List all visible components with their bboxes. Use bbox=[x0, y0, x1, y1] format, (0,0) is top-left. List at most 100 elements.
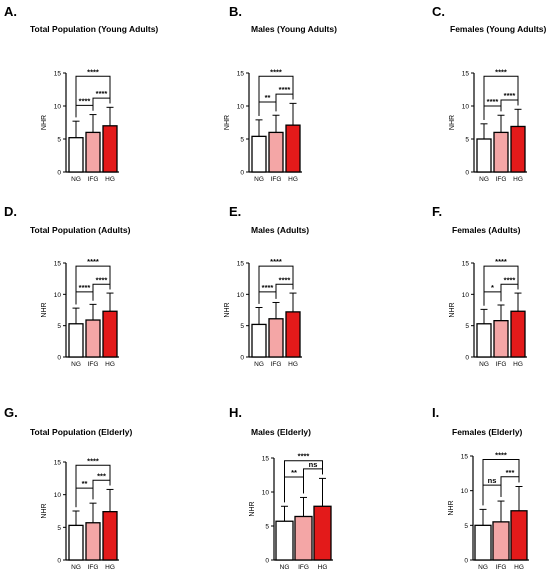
significance-bracket bbox=[92, 97, 111, 111]
y-tick-label: 15 bbox=[237, 261, 245, 268]
bar-ng bbox=[68, 137, 84, 173]
significance-bracket bbox=[75, 487, 94, 508]
y-tick-label: 15 bbox=[54, 261, 62, 268]
significance-label: **** bbox=[495, 450, 507, 459]
significance-bracket bbox=[275, 93, 294, 112]
significance-bracket bbox=[258, 265, 294, 304]
x-tick-label: IFG bbox=[88, 361, 99, 368]
significance-label: **** bbox=[495, 67, 507, 76]
significance-bracket bbox=[483, 291, 502, 306]
panel-h: H. Males (Elderly) 0 5 10 15 NHR NG IFG HG ** ns *… bbox=[183, 390, 366, 585]
y-tick-label: 0 bbox=[57, 558, 61, 565]
y-tick-label: 5 bbox=[265, 524, 269, 531]
x-tick-label: NG bbox=[254, 361, 264, 368]
significance-bracket bbox=[275, 283, 294, 299]
bar-ifg bbox=[493, 131, 509, 173]
significance-label: ns bbox=[309, 460, 318, 469]
x-tick-label: NG bbox=[71, 361, 81, 368]
bar-chart: 0 5 10 15 NHR NG IFG HG ** ns**** bbox=[249, 452, 333, 571]
y-tick-label: 0 bbox=[57, 355, 61, 362]
bar-ng bbox=[68, 524, 84, 561]
bar-ifg bbox=[85, 522, 101, 561]
significance-bracket bbox=[75, 104, 94, 118]
y-tick-label: 15 bbox=[237, 71, 245, 78]
panel-title: Males (Young Adults) bbox=[251, 24, 337, 34]
y-axis-label: NHR bbox=[449, 302, 456, 317]
significance-bracket bbox=[482, 458, 520, 506]
y-tick-label: 10 bbox=[461, 488, 469, 495]
y-tick-label: 5 bbox=[465, 137, 469, 144]
panel-title: Females (Adults) bbox=[452, 225, 521, 235]
y-tick-label: 10 bbox=[462, 104, 470, 111]
significance-label: **** bbox=[279, 275, 291, 284]
x-tick-label: NG bbox=[280, 564, 290, 571]
x-tick-label: IFG bbox=[496, 176, 507, 183]
panel-label: B. bbox=[229, 4, 242, 19]
significance-label: **** bbox=[270, 67, 282, 76]
bar-ng bbox=[68, 323, 84, 358]
y-tick-label: 10 bbox=[262, 490, 270, 497]
significance-label: **** bbox=[270, 257, 282, 266]
bar-ifg bbox=[268, 318, 284, 358]
significance-bracket bbox=[75, 75, 111, 118]
significance-label: * bbox=[491, 283, 494, 292]
panel-label: A. bbox=[4, 4, 17, 19]
panel-f: F. Females (Adults) 0 5 10 15 NHR NG IFG HG * ***… bbox=[366, 195, 549, 390]
y-axis-label: NHR bbox=[41, 503, 48, 518]
y-tick-label: 5 bbox=[57, 525, 61, 532]
panel-label: I. bbox=[432, 405, 440, 420]
panel-label: H. bbox=[229, 405, 242, 420]
significance-label: ** bbox=[265, 93, 271, 102]
bar-hg bbox=[102, 511, 118, 561]
significance-bracket bbox=[92, 283, 111, 301]
panel-i: I. Females (Elderly) 0 5 10 15 NHR NG IFG HG ns *… bbox=[366, 390, 549, 585]
x-tick-label: IFG bbox=[88, 176, 99, 183]
y-tick-label: 0 bbox=[57, 170, 61, 177]
panel-title: Males (Adults) bbox=[251, 225, 310, 235]
significance-label: **** bbox=[79, 96, 91, 105]
bar-ifg bbox=[493, 320, 509, 358]
panel-label: C. bbox=[432, 4, 445, 19]
significance-label: **** bbox=[262, 283, 274, 292]
significance-label: **** bbox=[79, 283, 91, 292]
bar-ng bbox=[251, 323, 267, 358]
y-tick-label: 15 bbox=[462, 71, 470, 78]
x-tick-label: HG bbox=[105, 564, 115, 571]
panel-e: E. Males (Adults) 0 5 10 15 NHR NG IFG HG **** **… bbox=[183, 195, 366, 390]
x-tick-label: HG bbox=[288, 176, 298, 183]
panel-title: Females (Young Adults) bbox=[450, 24, 547, 34]
y-tick-label: 15 bbox=[262, 456, 270, 463]
bar-ng bbox=[275, 520, 294, 561]
significance-label: **** bbox=[279, 85, 291, 94]
significance-label: **** bbox=[96, 275, 108, 284]
panel-label: G. bbox=[4, 405, 18, 420]
significance-bracket bbox=[258, 75, 294, 116]
y-axis-label: NHR bbox=[224, 302, 231, 317]
bar-ng bbox=[476, 323, 492, 358]
x-tick-label: IFG bbox=[298, 564, 309, 571]
significance-label: **** bbox=[487, 97, 499, 106]
y-tick-label: 0 bbox=[464, 558, 468, 565]
x-tick-label: HG bbox=[514, 564, 524, 571]
significance-label: **** bbox=[298, 452, 310, 461]
x-tick-label: HG bbox=[288, 361, 298, 368]
significance-bracket bbox=[284, 460, 323, 503]
y-tick-label: 5 bbox=[240, 137, 244, 144]
y-tick-label: 10 bbox=[237, 104, 245, 111]
x-tick-label: IFG bbox=[88, 564, 99, 571]
panel-title: Males (Elderly) bbox=[251, 427, 311, 437]
panel-title: Total Population (Adults) bbox=[30, 225, 131, 235]
panel-g: G. Total Population (Elderly) 0 5 10 15 NHR N… bbox=[0, 390, 183, 585]
x-tick-label: HG bbox=[105, 176, 115, 183]
significance-bracket bbox=[258, 291, 277, 304]
y-tick-label: 10 bbox=[237, 292, 245, 299]
bar-chart: 0 5 10 15 NHR NG IFG HG **** **** **** bbox=[41, 257, 119, 368]
x-tick-label: HG bbox=[513, 176, 523, 183]
significance-bracket bbox=[75, 291, 94, 305]
x-tick-label: IFG bbox=[271, 176, 282, 183]
bar-chart: 0 5 10 15 NHR NG IFG HG **** **** **** bbox=[41, 67, 119, 183]
y-tick-label: 10 bbox=[54, 292, 62, 299]
y-tick-label: 10 bbox=[54, 104, 62, 111]
y-axis-label: NHR bbox=[448, 500, 455, 515]
